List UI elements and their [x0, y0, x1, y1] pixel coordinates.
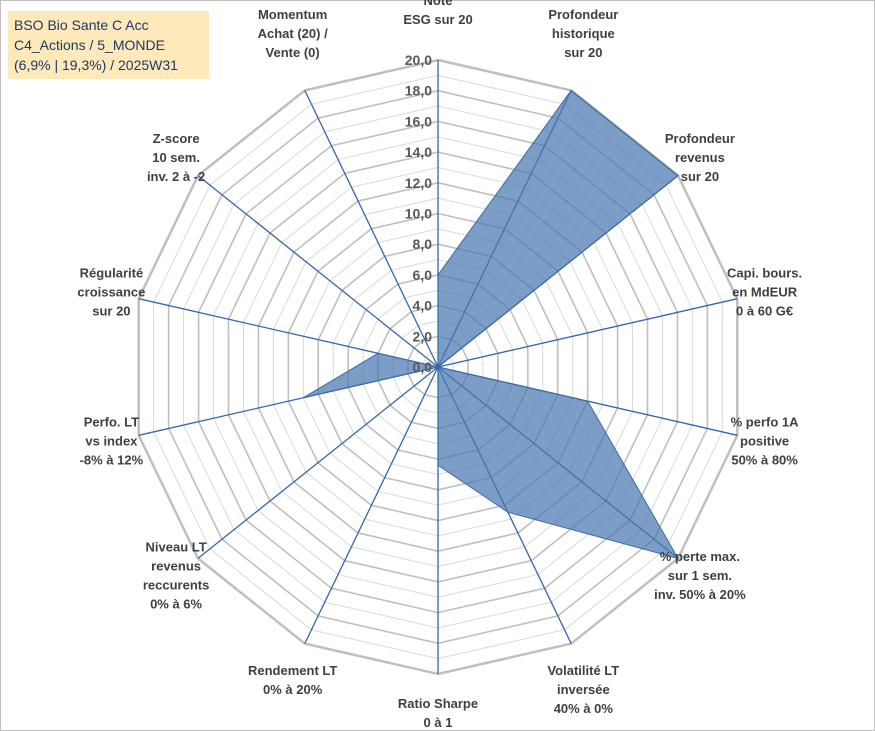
- axis-label: Ratio Sharpe 0 à 1: [398, 696, 478, 730]
- axis-label-line: reccurents: [143, 577, 209, 592]
- axis-label-line: Note: [424, 0, 453, 8]
- axis-spoke: [197, 366, 439, 559]
- axis-label: Profondeur historique sur 20: [548, 7, 618, 60]
- axis-label-line: 0 à 60 G€: [736, 303, 793, 318]
- chart-title-box: BSO Bio Sante C Acc C4_Actions / 5_MONDE…: [8, 11, 209, 79]
- axis-label: Capi. bours. en MdEUR 0 à 60 G€: [727, 265, 802, 318]
- axis-label-line: positive: [740, 434, 789, 449]
- axis-spoke: [437, 298, 738, 368]
- tick-label: 8,0: [413, 236, 433, 252]
- axis-label: % perte max. sur 1 sem. inv. 50% à 20%: [654, 549, 746, 602]
- axis-label-text: % perfo 1A positive 50% à 80%: [731, 415, 800, 468]
- axis-label-line: Ratio Sharpe: [398, 696, 478, 711]
- tick-label: 2,0: [413, 328, 433, 344]
- axis-label-line: -8% à 12%: [80, 453, 144, 468]
- axis-label-text: Capi. bours. en MdEUR 0 à 60 G€: [727, 265, 802, 318]
- axis-label-text: Perfo. LT vs index -8% à 12%: [80, 415, 144, 468]
- axis-label-line: Momentum: [258, 7, 327, 22]
- tick-label: 6,0: [413, 267, 433, 283]
- fund-name: BSO Bio Sante C Acc: [14, 17, 149, 33]
- axis-label-line: Rendement LT: [248, 663, 337, 678]
- axis-spoke: [197, 175, 439, 368]
- axis-label-text: Momentum Achat (20) / Vente (0): [258, 7, 328, 60]
- axis-spoke: [304, 90, 439, 368]
- axis-label-line: inversée: [557, 682, 610, 697]
- axis-label-text: Rendement LT 0% à 20%: [248, 663, 337, 697]
- axis-label-text: Niveau LT revenus reccurents 0% à 6%: [143, 539, 209, 611]
- tick-label: 20,0: [405, 52, 432, 68]
- axis-label-line: Vente (0): [266, 45, 320, 60]
- axis-label: Profondeur revenus sur 20: [665, 131, 735, 184]
- axis-label-line: 40% à 0%: [554, 701, 614, 716]
- axis-label-line: ESG sur 20: [403, 12, 472, 27]
- tick-label: 4,0: [413, 298, 433, 314]
- axis-label-line: 50% à 80%: [731, 453, 798, 468]
- axis-label-text: Note ESG sur 20: [403, 0, 472, 27]
- axis-label-text: Z-score 10 sem. inv. 2 à -2: [147, 131, 205, 184]
- axis-label-line: sur 20: [681, 169, 719, 184]
- axis-label-line: sur 20: [92, 303, 130, 318]
- axis-label-line: 0 à 1: [424, 715, 453, 730]
- axis-label-line: Capi. bours.: [727, 265, 802, 280]
- axis-label: % perfo 1A positive 50% à 80%: [731, 415, 800, 468]
- axis-label: Z-score 10 sem. inv. 2 à -2: [147, 131, 205, 184]
- tick-label: 0,0: [413, 359, 433, 375]
- axis-label-line: en MdEUR: [732, 284, 798, 299]
- axis-label-line: Perfo. LT: [84, 415, 139, 430]
- axis-label-text: Volatilité LT inversée 40% à 0%: [547, 663, 619, 716]
- tick-label: 14,0: [405, 144, 432, 160]
- axis-label-line: sur 1 sem.: [668, 568, 732, 583]
- axis-label-text: Ratio Sharpe 0 à 1: [398, 696, 478, 730]
- tick-label: 10,0: [405, 206, 432, 222]
- axis-label-line: sur 20: [564, 45, 602, 60]
- axis-label-line: 0% à 6%: [150, 596, 202, 611]
- axis-label-line: Z-score: [153, 131, 200, 146]
- axis-label: Note ESG sur 20: [403, 0, 472, 27]
- axis-label-text: Profondeur historique sur 20: [548, 7, 618, 60]
- axis-label-line: Niveau LT: [146, 539, 207, 554]
- axis-label-line: inv. 50% à 20%: [654, 587, 746, 602]
- radar-axis-labels: Note ESG sur 20 Profondeur historique sur 20…: [77, 0, 802, 730]
- axis-label-line: inv. 2 à -2: [147, 169, 205, 184]
- axis-label-line: Profondeur: [548, 7, 618, 22]
- axis-label: Niveau LT revenus reccurents 0% à 6%: [143, 539, 209, 611]
- axis-label: Rendement LT 0% à 20%: [248, 663, 337, 697]
- axis-spoke: [304, 366, 439, 644]
- radar-tick-labels: 0,0 2,0 4,0 6,0 8,0 10,0 12,0 14,0 16,0 18,0 20,0: [405, 52, 432, 375]
- axis-label-line: Profondeur: [665, 131, 735, 146]
- axis-label-line: 0% à 20%: [263, 682, 323, 697]
- axis-label-line: % perte max.: [660, 549, 740, 564]
- axis-label-line: Régularité: [80, 265, 144, 280]
- tick-label: 18,0: [405, 83, 432, 99]
- axis-label-line: vs index: [85, 434, 138, 449]
- axis-label-text: Régularité croissance sur 20: [77, 265, 145, 318]
- axis-label-text: Profondeur revenus sur 20: [665, 131, 735, 184]
- fund-category: C4_Actions / 5_MONDE: [14, 37, 165, 53]
- axis-label-line: historique: [552, 26, 615, 41]
- axis-label-line: Volatilité LT: [547, 663, 619, 678]
- axis-label: Régularité croissance sur 20: [77, 265, 145, 318]
- axis-label-line: 10 sem.: [152, 150, 200, 165]
- radar-series: [303, 89, 680, 560]
- axis-label: Momentum Achat (20) / Vente (0): [258, 7, 328, 60]
- axis-label-line: revenus: [675, 150, 725, 165]
- axis-label-line: revenus: [151, 558, 201, 573]
- axis-label: Perfo. LT vs index -8% à 12%: [80, 415, 144, 468]
- axis-label: Volatilité LT inversée 40% à 0%: [547, 663, 619, 716]
- axis-label-line: croissance: [77, 284, 145, 299]
- tick-label: 16,0: [405, 113, 432, 129]
- axis-label-line: % perfo 1A: [731, 415, 800, 430]
- tick-label: 12,0: [405, 175, 432, 191]
- axis-label-text: % perte max. sur 1 sem. inv. 50% à 20%: [654, 549, 746, 602]
- fund-stats: (6,9% | 19,3%) / 2025W31: [14, 57, 178, 73]
- axis-label-line: Achat (20) /: [258, 26, 328, 41]
